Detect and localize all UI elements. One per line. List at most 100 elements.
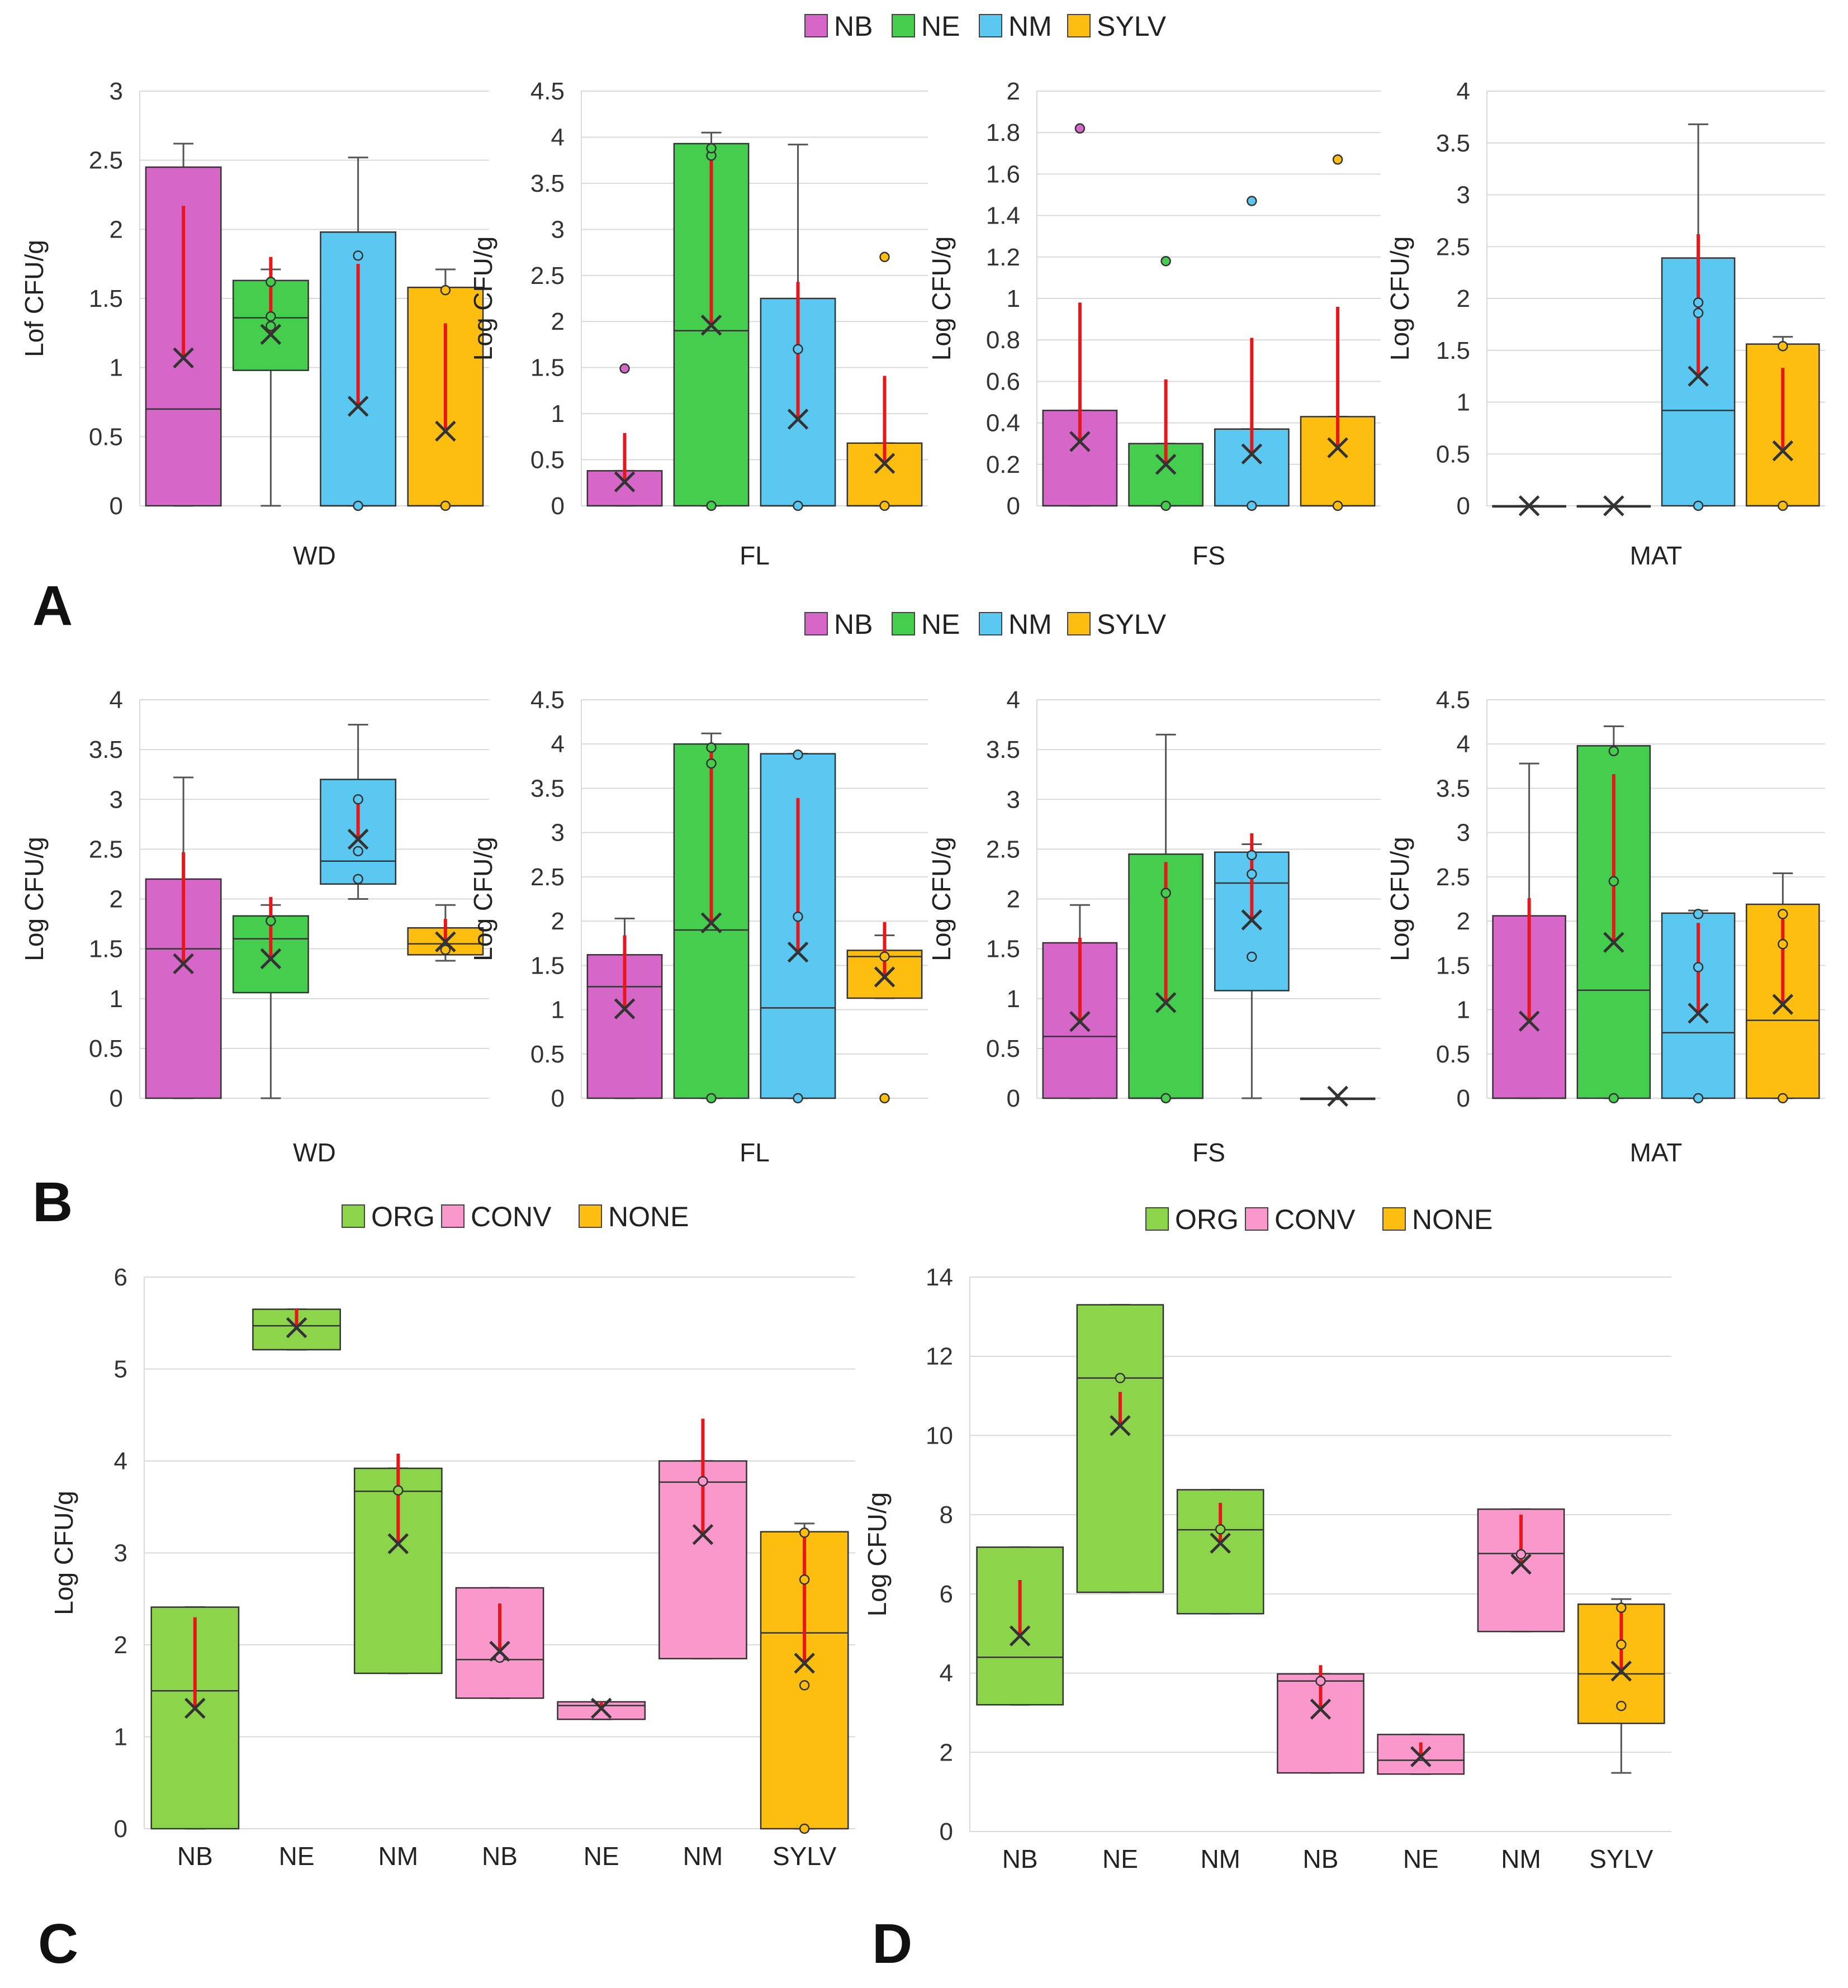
- legend-label-ne: NE: [921, 609, 960, 640]
- y-tick-label: 2.5: [89, 836, 123, 863]
- mean-marker: [700, 315, 722, 336]
- box-nm-org: [353, 1453, 443, 1674]
- box-ne-ne: [232, 257, 309, 507]
- y-tick-label: 3.5: [89, 736, 123, 763]
- data-point: [1247, 951, 1257, 962]
- data-point: [1215, 1524, 1226, 1535]
- mean-marker: [1210, 1532, 1231, 1554]
- data-point: [266, 311, 276, 322]
- y-tick-label: 0: [1007, 492, 1020, 520]
- mean-marker: [489, 1640, 510, 1662]
- y-tick-label: 1: [110, 985, 123, 1013]
- box-nb-conv: [1277, 1665, 1364, 1774]
- chart-d-combined: 0 2 4 6 8 10 12 14 Log CFU/g NB NE NM NB NE NM SYLV: [863, 1264, 1671, 1873]
- mean-marker: [435, 931, 456, 952]
- box-nb-nb: [586, 917, 663, 1099]
- box-sylv-sylv: [1746, 872, 1820, 1104]
- data-point: [1778, 909, 1788, 919]
- y-tick-label: 6: [940, 1581, 953, 1608]
- x-axis-category: FL: [740, 541, 770, 570]
- y-tick-label: 2: [1457, 908, 1470, 935]
- legend-swatch-conv: [441, 1204, 465, 1228]
- mean-marker: [1610, 1660, 1632, 1682]
- data-point: [706, 500, 717, 511]
- data-point: [440, 284, 451, 296]
- box-sylv-sylv: [407, 268, 484, 511]
- y-tick-label: 0.5: [1436, 440, 1470, 468]
- y-tick-label: 10: [926, 1422, 953, 1449]
- legend-1: NB NE NM SYLV: [804, 11, 1167, 42]
- y-tick-label: 3: [110, 78, 123, 105]
- panel-letter-b: B: [32, 1171, 73, 1233]
- data-point: [440, 945, 451, 955]
- y-tick-label: 3: [110, 786, 123, 813]
- box-ne-ne: [1128, 255, 1203, 511]
- legend-label-org: ORG: [371, 1201, 435, 1232]
- y-tick-label: 1: [551, 997, 565, 1024]
- y-tick-label: 1.5: [530, 354, 565, 382]
- data-point: [353, 846, 363, 857]
- y-tick-label: 0: [1457, 1085, 1470, 1112]
- y-tick-label: 2: [940, 1739, 953, 1766]
- y-tick-label: 4: [110, 686, 123, 714]
- box-ne-conv: [557, 1697, 646, 1720]
- x-tick-label: SYLV: [1589, 1844, 1653, 1873]
- legend-label-none: NONE: [1412, 1204, 1492, 1235]
- y-tick-label: 4: [1457, 78, 1470, 105]
- legend-swatch-nm: [979, 14, 1002, 37]
- mean-marker: [700, 912, 722, 934]
- y-tick-label: 1.8: [986, 119, 1020, 146]
- box-sylv-sylv: [407, 904, 484, 962]
- mean-marker: [1518, 495, 1540, 516]
- data-point: [1608, 746, 1619, 757]
- box-nb-nb: [1042, 123, 1118, 507]
- y-tick-label: 2.5: [1436, 863, 1470, 891]
- y-tick-label: 1: [1457, 389, 1470, 416]
- legend-label-org: ORG: [1175, 1204, 1239, 1235]
- data-point: [793, 500, 803, 511]
- box-ne-ne: [1576, 495, 1651, 516]
- y-tick-label: 12: [926, 1343, 953, 1370]
- box-nm-nm: [320, 724, 397, 900]
- mean-marker: [286, 1317, 307, 1339]
- y-tick-label: 0.5: [89, 1035, 123, 1062]
- mean-marker: [1603, 932, 1624, 953]
- mean-marker: [435, 420, 456, 442]
- box-nb-nb: [1042, 904, 1118, 1099]
- y-axis-title: Log CFU/g: [468, 236, 497, 360]
- data-point: [440, 500, 451, 511]
- y-tick-label: 1: [1007, 985, 1020, 1013]
- legend-swatch-ne: [892, 612, 915, 635]
- data-point: [1616, 1602, 1627, 1613]
- y-tick-label: 0: [551, 1085, 565, 1112]
- data-point: [353, 794, 363, 805]
- chart-panels: 0 0.5 1 1.5 2 2.5 3 Lof CFU/g WD 0 0.5 1 1.5 2 2.5 3 3.5…: [20, 78, 1825, 1873]
- data-point: [1247, 500, 1257, 511]
- x-tick-label: NB: [1002, 1844, 1038, 1873]
- data-point: [1616, 1639, 1627, 1650]
- chart-a-fs: 0 0.2 0.4 0.6 0.8 1 1.2 1.4 1.6 1.8 2 Log CFU/g FS: [927, 78, 1381, 570]
- x-tick-label: NM: [683, 1842, 723, 1871]
- x-tick-label: NM: [1501, 1844, 1541, 1873]
- data-point: [619, 363, 630, 374]
- y-tick-label: 4: [940, 1660, 953, 1687]
- data-point: [793, 749, 803, 760]
- y-tick-label: 3: [1007, 786, 1020, 813]
- y-tick-label: 2.5: [1436, 233, 1470, 260]
- data-point: [1693, 962, 1704, 972]
- mean-marker: [347, 828, 369, 850]
- y-tick-label: 0.6: [986, 368, 1020, 395]
- y-tick-label: 0.2: [986, 451, 1020, 478]
- y-tick-label: 2: [1007, 78, 1020, 105]
- data-point: [1160, 500, 1171, 511]
- mean-marker: [347, 396, 369, 417]
- y-tick-label: 0.4: [986, 410, 1020, 437]
- y-tick-label: 1: [110, 354, 123, 382]
- data-point: [266, 277, 276, 287]
- y-tick-label: 0: [940, 1818, 953, 1845]
- y-tick-label: 1.4: [986, 202, 1020, 230]
- y-tick-label: 0: [110, 1085, 123, 1112]
- y-tick-label: 3.5: [530, 775, 565, 802]
- legend-label-nm: NM: [1008, 11, 1052, 42]
- box-nm-conv: [1477, 1508, 1565, 1633]
